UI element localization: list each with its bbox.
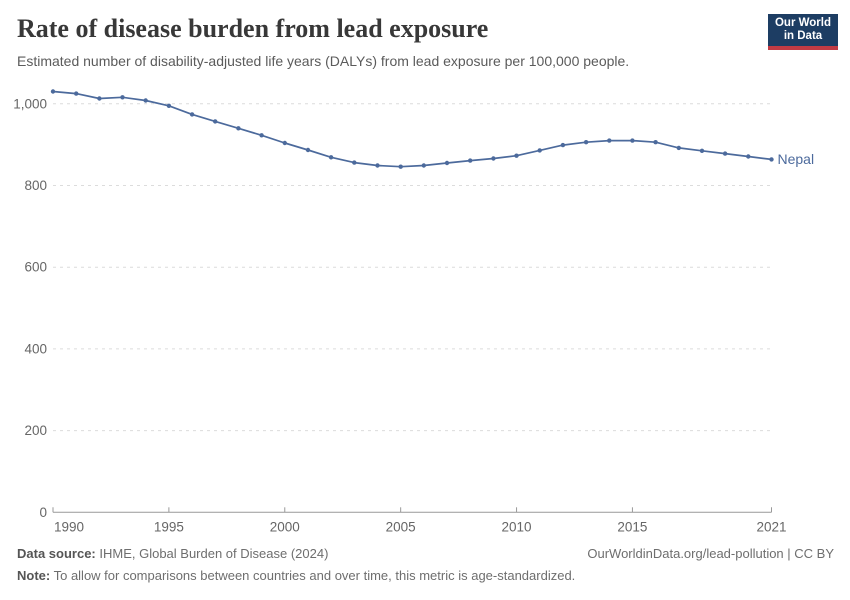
y-tick-label: 600 <box>24 260 47 275</box>
data-point[interactable] <box>583 140 589 145</box>
data-point[interactable] <box>375 163 380 168</box>
data-source-text: Data source: IHME, Global Burden of Dise… <box>17 546 328 561</box>
data-source-value: IHME, Global Burden of Disease (2024) <box>95 546 329 561</box>
x-tick-label: 2000 <box>270 519 300 534</box>
data-point[interactable] <box>560 142 566 148</box>
data-point[interactable] <box>491 156 496 161</box>
x-tick-label: 2010 <box>502 519 532 534</box>
owid-url-link[interactable]: OurWorldinData.org/lead-pollution | CC B… <box>587 546 834 561</box>
data-point[interactable] <box>607 138 612 143</box>
data-point[interactable] <box>421 163 426 168</box>
data-point[interactable] <box>166 103 172 109</box>
data-point[interactable] <box>213 119 218 124</box>
y-tick-label: 200 <box>24 423 47 438</box>
series-end-label[interactable]: Nepal <box>778 151 815 167</box>
data-point[interactable] <box>699 148 705 153</box>
y-tick-label: 0 <box>39 505 47 520</box>
data-point[interactable] <box>74 91 79 96</box>
x-tick-label: 1995 <box>154 519 184 534</box>
y-tick-label: 400 <box>24 341 47 356</box>
data-point[interactable] <box>722 151 728 156</box>
note-label: Note: <box>17 568 51 583</box>
page-title: Rate of disease burden from lead exposur… <box>17 14 489 43</box>
page-subtitle: Estimated number of disability-adjusted … <box>17 53 630 69</box>
data-point[interactable] <box>653 140 658 145</box>
x-tick-label: 1990 <box>54 519 84 534</box>
owid-logo[interactable]: Our World in Data <box>768 14 838 50</box>
note-value: To allow for comparisons between countri… <box>50 568 576 583</box>
x-tick-label: 2015 <box>617 519 647 534</box>
data-point[interactable] <box>746 154 751 159</box>
data-point[interactable] <box>769 157 774 162</box>
data-point[interactable] <box>97 96 102 101</box>
owid-logo-text-line2: in Data <box>783 30 823 42</box>
data-source-label: Data source: <box>17 546 96 561</box>
data-point[interactable] <box>630 138 635 143</box>
data-point[interactable] <box>259 133 264 138</box>
data-point[interactable] <box>282 140 287 146</box>
data-point[interactable] <box>305 147 311 153</box>
data-point[interactable] <box>468 158 473 163</box>
data-point[interactable] <box>398 164 403 169</box>
y-tick-label: 800 <box>24 178 47 193</box>
data-point[interactable] <box>514 153 519 158</box>
data-point[interactable] <box>143 98 148 103</box>
chart-footer: Data source: IHME, Global Burden of Dise… <box>17 546 834 583</box>
data-point[interactable] <box>236 126 241 131</box>
owid-logo-text-line1: Our World <box>774 17 831 29</box>
data-point[interactable] <box>537 148 542 153</box>
data-point[interactable] <box>189 112 195 117</box>
data-point[interactable] <box>676 145 681 151</box>
x-tick-label: 2021 <box>756 519 786 534</box>
data-point[interactable] <box>120 95 125 100</box>
x-tick-label: 2005 <box>386 519 416 534</box>
data-point[interactable] <box>444 160 450 166</box>
data-line-nepal[interactable] <box>52 90 773 168</box>
y-tick-label: 1,000 <box>13 96 47 111</box>
data-point[interactable] <box>352 160 357 165</box>
data-point[interactable] <box>328 155 334 160</box>
data-point[interactable] <box>50 89 56 94</box>
note-text: Note: To allow for comparisons between c… <box>17 568 834 583</box>
